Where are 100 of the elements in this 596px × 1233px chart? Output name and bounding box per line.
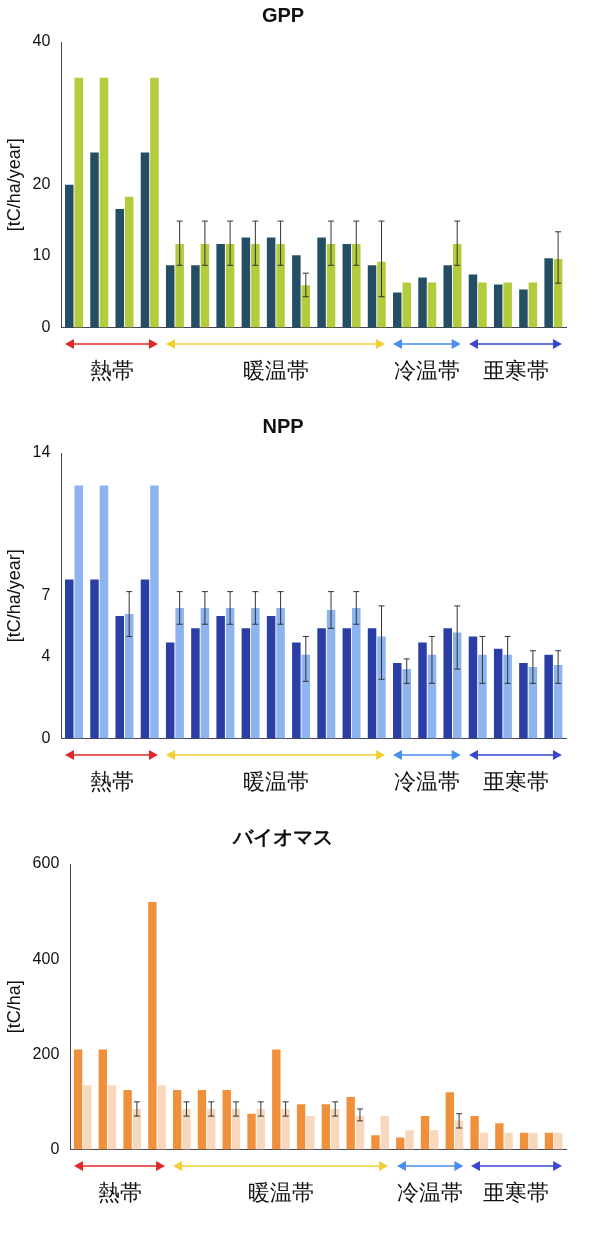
bar [115,616,124,739]
chart-title: NPP [262,414,304,437]
bar [165,265,175,328]
bar [393,662,402,739]
bar [115,208,124,328]
bar [326,609,336,739]
y-tick-label: 0 [50,1139,60,1157]
bar [470,1116,479,1150]
bar [367,265,377,328]
bar [74,485,83,739]
y-axis-title: [tC/ha/year] [3,549,24,643]
text: 冷温帯 [394,769,461,794]
y-tick-label: 400 [32,949,60,967]
bar [73,1049,83,1150]
bar [107,1085,117,1150]
bar [191,628,200,739]
bar [554,1132,563,1150]
text: 冷温帯 [394,358,461,383]
bar [74,77,83,328]
bar [182,1108,191,1150]
bar [173,1089,182,1150]
text: 冷温帯 [396,1180,463,1205]
bar [90,152,99,328]
bar [380,1116,389,1150]
bar [377,261,386,328]
bar [175,607,184,739]
bar [191,265,200,328]
bar [241,237,251,328]
text: 亜寒帯 [482,769,549,794]
bar [123,1089,132,1150]
bar [321,1104,331,1150]
bar [292,642,301,739]
bar [418,642,427,739]
bar [216,616,225,739]
bar [519,289,528,328]
y-tick-label: 4 [41,647,51,665]
bar [402,669,411,739]
bar [150,485,159,739]
bar [544,1132,554,1150]
bar [342,243,352,328]
bar [266,237,276,328]
bar [443,628,452,739]
bar [222,1089,231,1150]
bar [165,642,175,739]
bar [529,1132,538,1150]
text: 熱帯 [88,768,135,796]
text: 熱帯 [88,357,135,385]
bar [503,282,512,328]
bar [140,579,150,739]
text: 亜寒帯 [482,358,549,383]
y-tick-label: 20 [32,175,51,193]
bar [83,1085,92,1150]
bar [519,1132,529,1150]
bar [272,1049,281,1150]
bar [468,636,478,739]
bar [251,243,260,328]
text: 暖温帯 [241,768,310,796]
bar [148,902,157,1150]
y-tick-label: 0 [41,728,51,746]
bar [247,1113,256,1150]
bar [197,1089,207,1150]
bar [346,1097,355,1150]
bar [495,1123,504,1150]
bar [90,579,99,739]
y-axis-title: [tC/ha] [3,980,24,1034]
y-tick-label: 0 [41,317,51,335]
bar [544,654,553,739]
y-tick-label: 7 [41,586,51,604]
bar [296,1104,306,1150]
bar [493,648,503,739]
bar [225,607,235,739]
bar [544,258,553,328]
bar [140,152,150,328]
bar [352,607,361,739]
bar [528,282,538,328]
bar [468,274,478,328]
bar [65,184,74,328]
y-axis-title: [tC/ha/year] [3,138,24,232]
bar [418,277,427,328]
y-tick-label: 200 [32,1044,60,1062]
bar [430,1130,439,1150]
bar [317,237,326,328]
bar [216,243,225,328]
bar [317,628,326,739]
bar [276,243,285,328]
bar [367,628,377,739]
bar [504,1132,513,1150]
y-tick-label: 600 [32,854,60,872]
bar [266,616,276,739]
bar [393,292,402,328]
bar [306,1116,315,1150]
bar [200,607,210,739]
chart-title: バイオマス [232,825,333,848]
bar [503,654,512,739]
bar [493,284,503,328]
bar [150,77,159,328]
y-tick-label: 40 [32,32,51,50]
bar [157,1085,166,1150]
bar [427,282,437,328]
bar [352,243,361,328]
